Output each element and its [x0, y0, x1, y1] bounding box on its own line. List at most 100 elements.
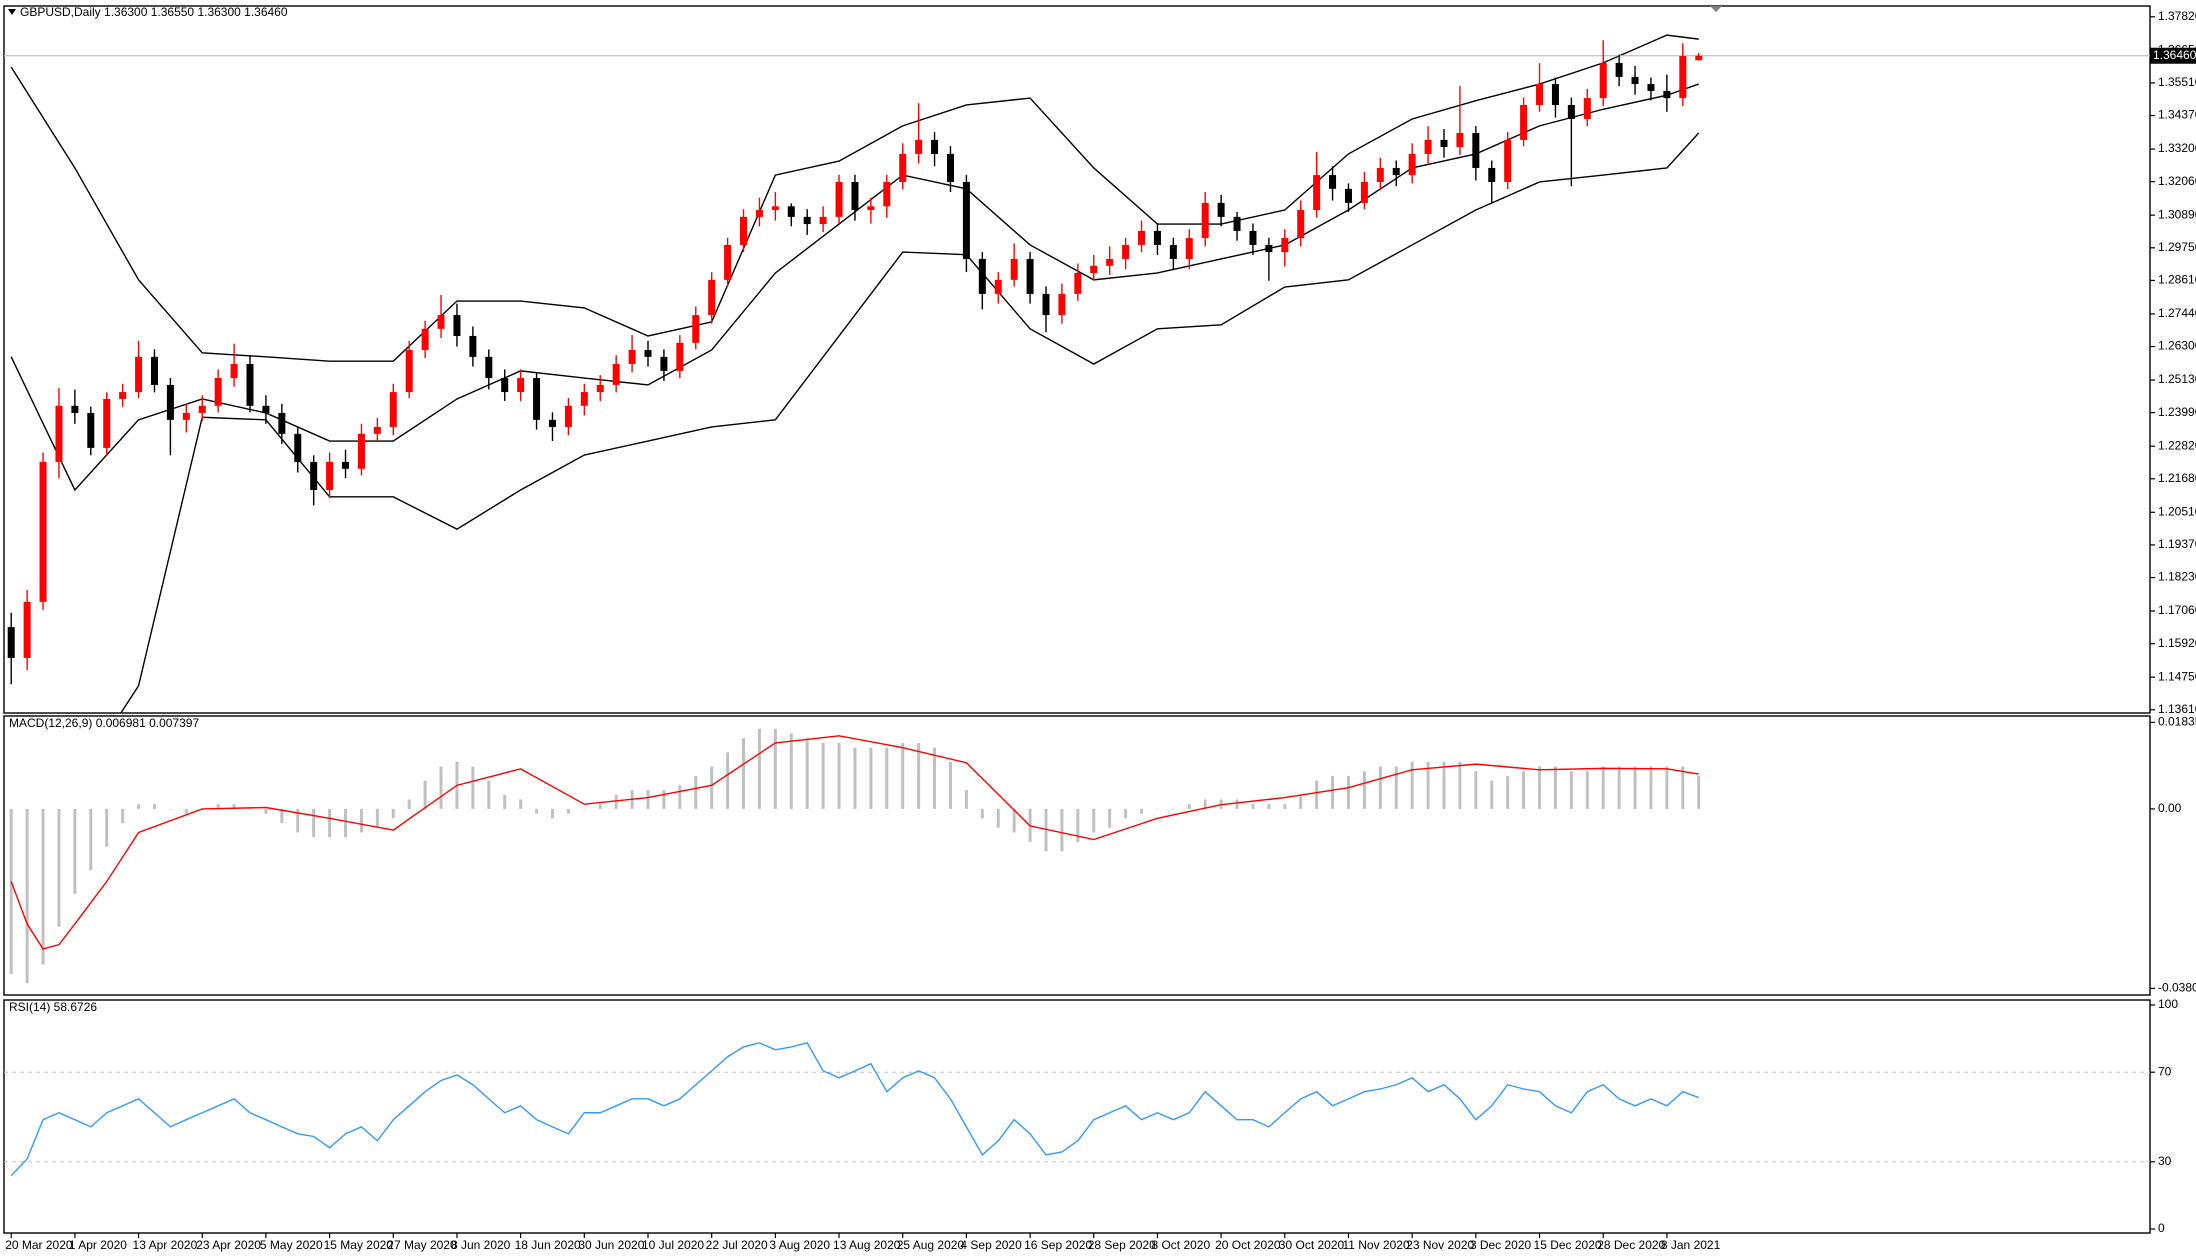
- macd-bar: [471, 766, 475, 809]
- candle-body: [708, 279, 716, 316]
- candle-body: [166, 384, 174, 420]
- candle-body: [1090, 265, 1098, 273]
- candle-body: [135, 356, 143, 393]
- candle-body: [405, 349, 413, 393]
- candle-body: [198, 405, 206, 413]
- macd-bar: [1474, 771, 1478, 809]
- macd-bar: [359, 808, 363, 833]
- macd-bar: [1538, 766, 1542, 809]
- y-tick-label: -0.03808: [2158, 981, 2196, 995]
- menu-arrow[interactable]: [8, 9, 16, 15]
- x-tick-label: 11 Nov 2020: [1342, 1238, 1409, 1252]
- macd-bar: [614, 794, 618, 809]
- candle-body: [931, 139, 939, 154]
- candle-body: [71, 405, 79, 413]
- candle-body: [119, 392, 127, 399]
- x-tick-label: 1 Apr 2020: [69, 1238, 127, 1252]
- bollinger-upper: [10, 34, 1699, 362]
- macd-bar: [694, 775, 698, 809]
- y-tick-label: 1.35510: [2158, 75, 2196, 89]
- macd-bar: [152, 804, 156, 809]
- y-tick-label: 100: [2158, 997, 2178, 1011]
- candle-body: [1472, 133, 1480, 168]
- macd-bar: [264, 808, 268, 814]
- macd-bar: [1681, 766, 1685, 809]
- y-tick-label: 1.18230: [2158, 570, 2196, 584]
- macd-bar: [598, 804, 602, 809]
- candle-body: [1647, 84, 1655, 91]
- candle-body: [1042, 293, 1050, 316]
- x-tick-label: 23 Apr 2020: [196, 1238, 261, 1252]
- macd-bar: [1585, 771, 1589, 809]
- macd-panel-frame: [3, 715, 2151, 996]
- candle-body: [262, 405, 270, 413]
- candle-body: [1233, 216, 1241, 231]
- y-tick-label: 1.25130: [2158, 372, 2196, 386]
- macd-bar: [1426, 761, 1430, 809]
- macd-bar: [980, 808, 984, 819]
- macd-bar: [821, 742, 825, 809]
- rsi-title: RSI(14) 58.6726: [9, 1000, 97, 1014]
- candle-body: [962, 181, 970, 259]
- y-tick-label: 1.29750: [2158, 240, 2196, 254]
- macd-bar: [1092, 808, 1096, 833]
- candle-body: [421, 328, 429, 350]
- candle-body: [517, 378, 525, 393]
- candle-body: [23, 601, 31, 658]
- candle-body: [230, 364, 238, 379]
- macd-bar: [1076, 808, 1080, 842]
- macd-bar: [582, 808, 586, 810]
- candle-body: [1424, 139, 1432, 154]
- y-tick-label: 1.19370: [2158, 537, 2196, 551]
- candle-body: [1201, 202, 1209, 239]
- candle-body: [294, 433, 302, 462]
- price-panel-frame: [3, 5, 2151, 714]
- candle-body: [1488, 167, 1496, 182]
- candle-body: [978, 258, 986, 294]
- candle-body: [1536, 84, 1544, 105]
- macd-bar: [391, 808, 395, 819]
- candle-body: [342, 461, 350, 469]
- candle-body: [326, 461, 334, 490]
- candle-body: [564, 405, 572, 427]
- price-plot: [4, 34, 2150, 713]
- macd-bar: [407, 799, 411, 809]
- macd-bar: [1458, 761, 1462, 809]
- candle-body: [1360, 181, 1368, 203]
- candle-body: [1376, 167, 1384, 182]
- y-tick-label: 1.20510: [2158, 504, 2196, 518]
- macd-bar: [439, 766, 443, 809]
- x-tick-label: 4 Sep 2020: [960, 1238, 1022, 1252]
- last-price-tag: [2150, 47, 2196, 64]
- candle-body: [1392, 167, 1400, 176]
- macd-bar: [137, 804, 141, 809]
- candle-body: [851, 181, 859, 211]
- candle-body: [39, 461, 47, 602]
- macd-bar: [1108, 808, 1112, 828]
- macd-bar: [375, 808, 379, 828]
- candle-body: [1249, 230, 1257, 245]
- candle-body: [867, 206, 875, 211]
- macd-bar: [1633, 766, 1637, 809]
- macd-bar: [996, 808, 1000, 828]
- macd-bar: [917, 742, 921, 809]
- candle-body: [787, 206, 795, 217]
- candle-body: [55, 405, 63, 462]
- candle-body: [87, 412, 95, 448]
- macd-bar: [1315, 780, 1319, 809]
- candle-body: [485, 356, 493, 379]
- macd-bar: [184, 808, 188, 814]
- x-tick-label: 27 May 2020: [387, 1238, 457, 1252]
- x-tick-label: 15 Dec 2020: [1534, 1238, 1602, 1252]
- candle-body: [1058, 293, 1066, 316]
- y-tick-label: 1.21680: [2158, 471, 2196, 485]
- macd-bar: [248, 808, 252, 810]
- x-tick-label: 28 Sep 2020: [1088, 1238, 1156, 1252]
- macd-bar: [503, 794, 507, 809]
- macd-bar: [487, 780, 491, 809]
- macd-bar: [25, 808, 29, 984]
- macd-bar: [869, 747, 873, 809]
- candle-body: [548, 419, 556, 427]
